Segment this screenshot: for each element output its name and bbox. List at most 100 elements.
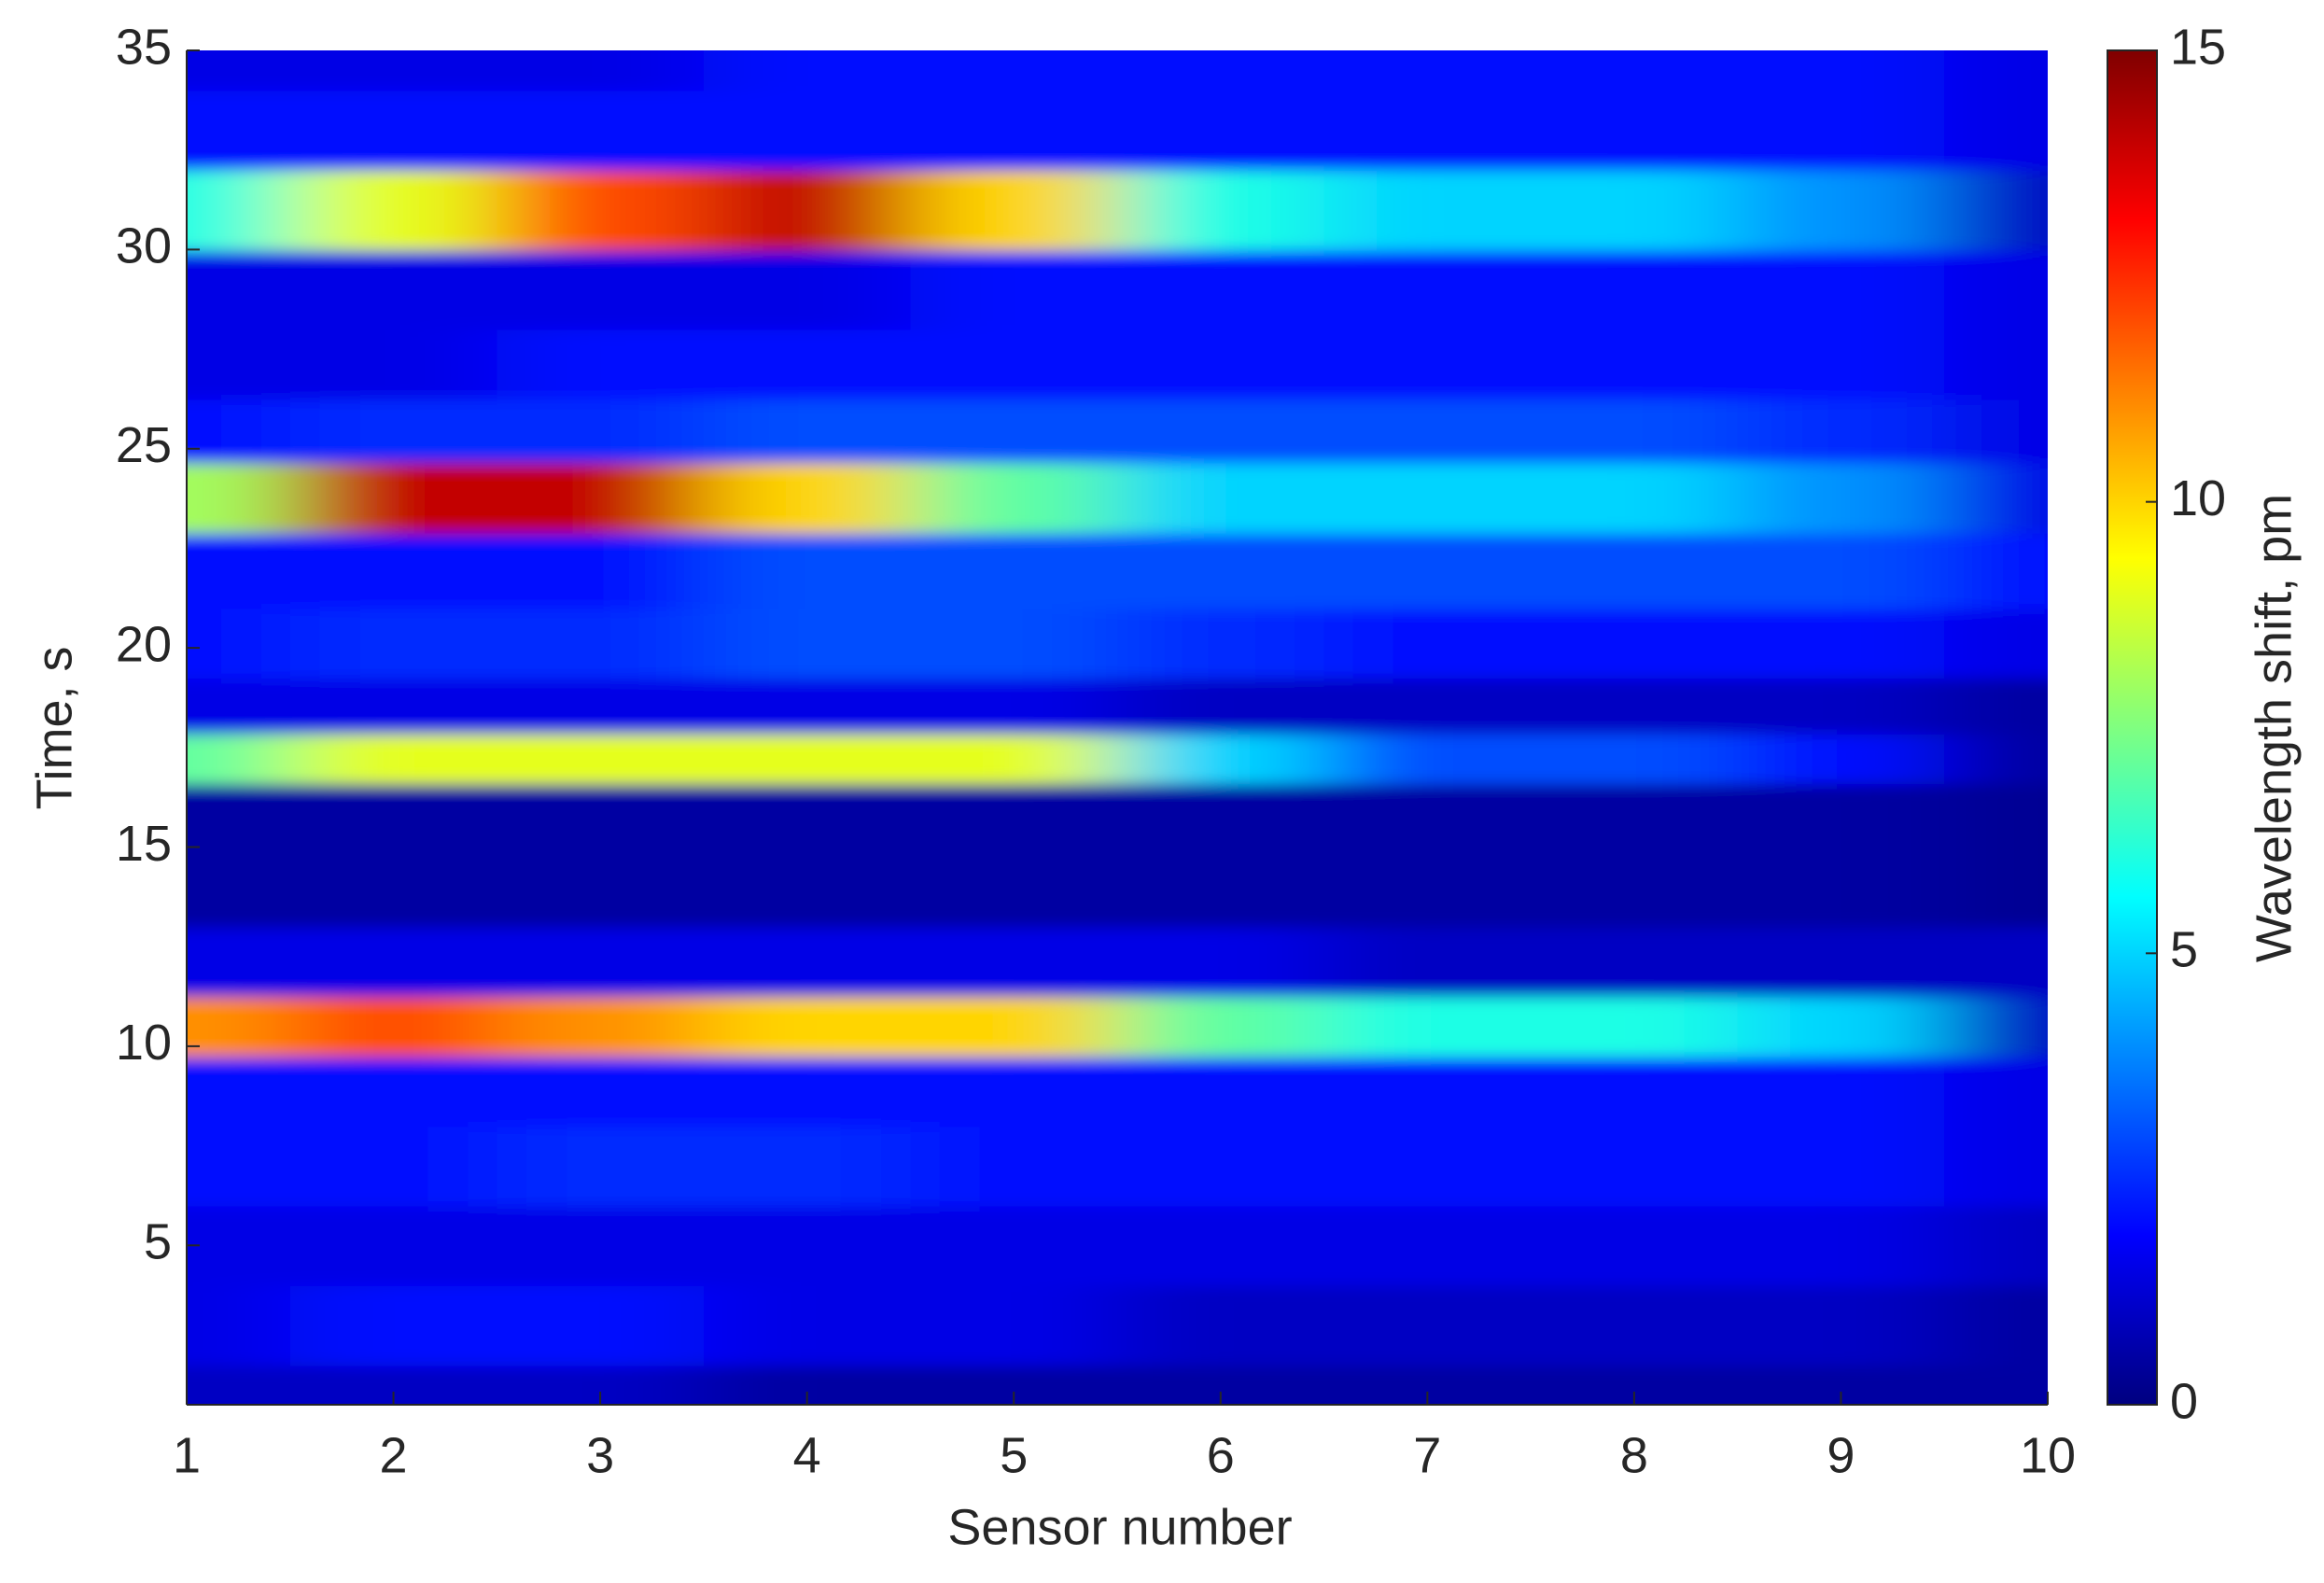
heat-cell <box>289 1284 498 1366</box>
heat-cell <box>1323 1284 1533 1366</box>
heat-cell <box>187 847 291 928</box>
heat-cell <box>1117 1056 1325 1128</box>
heat-cell <box>1944 90 2048 172</box>
heat-cell <box>497 1284 705 1366</box>
heat-cell <box>703 249 912 330</box>
heat-cell <box>1944 1126 2048 1207</box>
heat-cell <box>187 783 291 848</box>
heat-cell <box>910 678 1118 735</box>
heat-cell <box>703 847 912 928</box>
heat-cell <box>910 1126 1118 1207</box>
heat-cell <box>1944 733 2048 785</box>
heat-cell <box>289 1056 498 1128</box>
heat-cell <box>910 462 1118 534</box>
heat-cell <box>497 249 705 330</box>
heat-cell <box>1737 847 1946 928</box>
heat-cell <box>1323 678 1533 735</box>
heat-cell <box>1944 1284 2048 1366</box>
colorbar <box>2107 49 2158 1406</box>
heat-cell <box>1944 996 2048 1058</box>
heat-cell <box>289 50 498 91</box>
heat-cell <box>703 1056 912 1128</box>
heat-cell <box>703 1284 912 1366</box>
heat-cell <box>187 1126 291 1207</box>
heat-cell <box>1323 1056 1533 1128</box>
heat-cell <box>1117 608 1325 679</box>
heat-cell <box>1323 1126 1533 1207</box>
heat-cell <box>1737 532 1946 609</box>
heat-cell <box>289 532 498 609</box>
heat-cell <box>703 462 912 534</box>
heat-cell <box>1737 996 1946 1058</box>
heat-cell <box>1944 678 2048 735</box>
y-tick-label: 35 <box>116 19 172 75</box>
heat-cell <box>1323 608 1533 679</box>
heat-cell <box>1944 170 2048 251</box>
heat-cell <box>1323 249 1533 330</box>
heat-cell <box>187 926 291 998</box>
heat-cell <box>289 608 498 679</box>
heat-cell <box>910 532 1118 609</box>
heat-cell <box>497 678 705 735</box>
heat-cell <box>187 1056 291 1128</box>
heat-cell <box>1117 249 1325 330</box>
heat-cell <box>1117 90 1325 172</box>
heat-cell <box>1117 733 1325 785</box>
x-tick-label: 3 <box>586 1427 614 1483</box>
y-tick-label: 15 <box>116 816 172 872</box>
x-tick-label: 1 <box>173 1427 201 1483</box>
heat-cell <box>1117 783 1325 848</box>
heat-cell <box>289 462 498 534</box>
heat-cell <box>1737 678 1946 735</box>
colorbar-tick-label: 5 <box>2170 922 2198 978</box>
heat-cell <box>1117 847 1325 928</box>
heat-cell <box>1117 678 1325 735</box>
heat-cell <box>187 50 291 91</box>
heat-cell <box>1737 50 1946 91</box>
heat-cell <box>1117 399 1325 464</box>
heat-cell <box>187 90 291 172</box>
heat-cell <box>910 249 1118 330</box>
heat-cell <box>1944 249 2048 330</box>
heat-cell <box>1531 847 1739 928</box>
heat-cell <box>703 170 912 251</box>
heat-cell <box>497 783 705 848</box>
heat-cell <box>1737 249 1946 330</box>
heat-cell <box>1323 399 1533 464</box>
heat-cell <box>1531 783 1739 848</box>
heat-cell <box>1323 50 1533 91</box>
heat-cell <box>1323 733 1533 785</box>
heat-cell <box>187 678 291 735</box>
heat-cell <box>289 783 498 848</box>
heat-cell <box>497 996 705 1058</box>
heat-cell <box>703 90 912 172</box>
heat-cell <box>1531 1056 1739 1128</box>
heat-cell <box>187 249 291 330</box>
heat-cell <box>1117 996 1325 1058</box>
heat-cell <box>910 1284 1118 1366</box>
heat-cell <box>289 733 498 785</box>
heat-cell <box>1531 1284 1739 1366</box>
heat-cell <box>1944 329 2048 400</box>
heat-cell <box>703 1205 912 1286</box>
heat-cell <box>1323 170 1533 251</box>
heat-cell <box>1737 90 1946 172</box>
heat-cell <box>703 783 912 848</box>
heat-cell <box>1737 783 1946 848</box>
heat-cell <box>1323 1205 1533 1286</box>
colorbar-label: Wavelength shift, pm <box>2246 494 2302 962</box>
heat-cell <box>1117 926 1325 998</box>
heat-cell <box>289 1126 498 1207</box>
heat-cell <box>1737 926 1946 998</box>
heat-cell <box>497 532 705 609</box>
heat-cell <box>1737 170 1946 251</box>
heat-cell <box>1531 733 1739 785</box>
heat-cell <box>497 462 705 534</box>
heat-cell <box>1737 608 1946 679</box>
heat-cell <box>910 847 1118 928</box>
heat-cell <box>1531 90 1739 172</box>
heat-cell <box>910 329 1118 400</box>
heat-cell <box>1531 1205 1739 1286</box>
heat-cell <box>910 90 1118 172</box>
